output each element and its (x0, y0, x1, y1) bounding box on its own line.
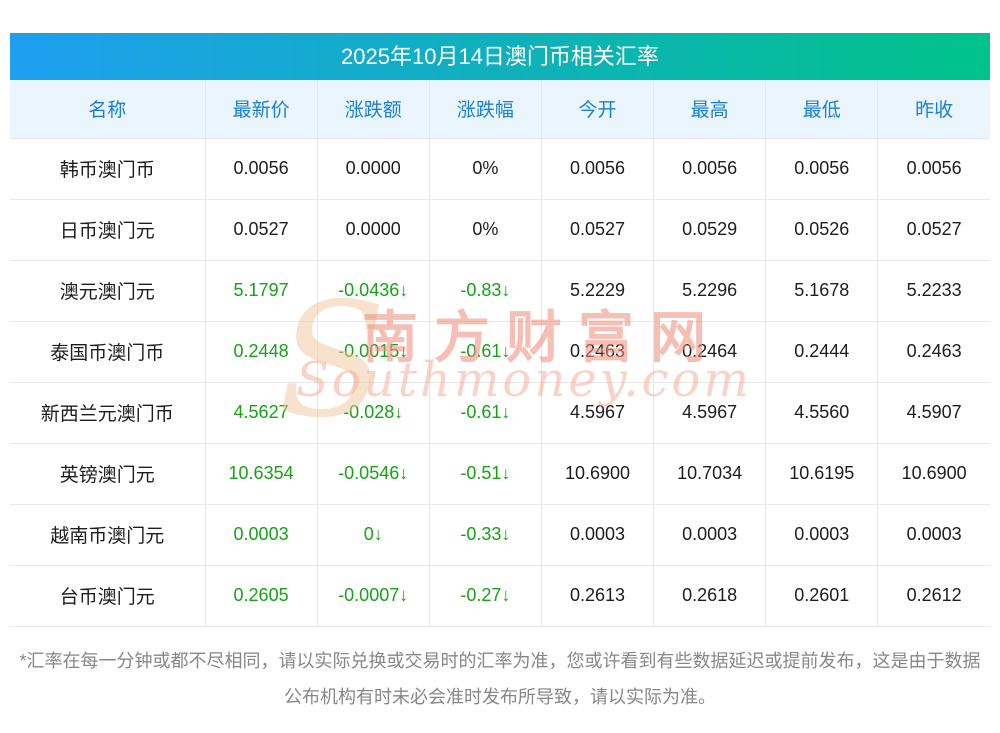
table-header-row: 名称 最新价 涨跌额 涨跌幅 今开 最高 最低 昨收 (10, 80, 990, 139)
pair-name: 台币澳门元 (10, 565, 206, 627)
cell-latest: 10.6354 (205, 443, 318, 505)
cell-high: 5.2296 (653, 260, 767, 322)
cell-prev_close: 5.2233 (877, 260, 990, 322)
cell-low: 0.0056 (765, 138, 879, 200)
pair-name: 日币澳门元 (10, 199, 206, 261)
table-row: 泰国币澳门币 0.2448 -0.0015↓ -0.61↓ 0.2463 0.2464 0.… (10, 321, 990, 383)
cell-low: 0.0003 (765, 504, 879, 566)
pair-name: 泰国币澳门币 (10, 321, 206, 383)
cell-prev_close: 4.5907 (877, 382, 990, 444)
cell-prev_close: 0.0003 (877, 504, 990, 566)
table-row: 台币澳门元 0.2605 -0.0007↓ -0.27↓ 0.2613 0.2618 0.2… (10, 565, 990, 627)
table-row: 澳元澳门元 5.1797 -0.0436↓ -0.83↓ 5.2229 5.2296 5.1… (10, 260, 990, 322)
cell-change_pct: 0% (429, 199, 542, 261)
column-header-prev_close: 昨收 (877, 80, 990, 139)
cell-prev_close: 0.2463 (877, 321, 990, 383)
cell-high: 0.0529 (653, 199, 767, 261)
cell-low: 4.5560 (765, 382, 879, 444)
column-header-open: 今开 (541, 80, 655, 139)
table-row: 越南币澳门元 0.0003 0↓ -0.33↓ 0.0003 0.0003 0.0003 0.… (10, 504, 990, 566)
cell-low: 10.6195 (765, 443, 879, 505)
cell-latest: 5.1797 (205, 260, 318, 322)
cell-open: 4.5967 (541, 382, 655, 444)
cell-low: 5.1678 (765, 260, 879, 322)
cell-open: 5.2229 (541, 260, 655, 322)
cell-change_pct: -0.61↓ (429, 321, 542, 383)
cell-change: -0.0436↓ (317, 260, 430, 322)
cell-change: -0.0546↓ (317, 443, 430, 505)
cell-change: -0.0007↓ (317, 565, 430, 627)
column-header-change: 涨跌额 (317, 80, 430, 139)
cell-latest: 0.2448 (205, 321, 318, 383)
cell-change_pct: -0.61↓ (429, 382, 542, 444)
cell-low: 0.2444 (765, 321, 879, 383)
cell-prev_close: 0.2612 (877, 565, 990, 627)
pair-name: 新西兰元澳门币 (10, 382, 206, 444)
cell-open: 0.0003 (541, 504, 655, 566)
page-title: 2025年10月14日澳门币相关汇率 (10, 33, 990, 80)
cell-prev_close: 0.0527 (877, 199, 990, 261)
cell-latest: 0.0003 (205, 504, 318, 566)
cell-latest: 0.0056 (205, 138, 318, 200)
column-header-name: 名称 (10, 80, 206, 139)
pair-name: 越南币澳门元 (10, 504, 206, 566)
cell-change: -0.028↓ (317, 382, 430, 444)
pair-name: 韩币澳门币 (10, 138, 206, 200)
cell-low: 0.0526 (765, 199, 879, 261)
footnote: *汇率在每一分钟或都不尽相同，请以实际兑换或交易时的汇率为准，您或许看到有些数据… (19, 650, 981, 707)
pair-name: 英镑澳门元 (10, 443, 206, 505)
cell-high: 4.5967 (653, 382, 767, 444)
cell-change_pct: -0.27↓ (429, 565, 542, 627)
cell-high: 10.7034 (653, 443, 767, 505)
cell-latest: 0.0527 (205, 199, 318, 261)
cell-open: 0.0056 (541, 138, 655, 200)
exchange-rates-table: 名称 最新价 涨跌额 涨跌幅 今开 最高 最低 昨收 韩币澳门币 0.0056 0.0000 0% 0… (10, 80, 990, 627)
pair-name: 澳元澳门元 (10, 260, 206, 322)
cell-change: 0↓ (317, 504, 430, 566)
cell-change_pct: -0.33↓ (429, 504, 542, 566)
cell-change: 0.0000 (317, 138, 430, 200)
table-row: 韩币澳门币 0.0056 0.0000 0% 0.0056 0.0056 0.0056 0.0… (10, 138, 990, 200)
cell-prev_close: 0.0056 (877, 138, 990, 200)
cell-low: 0.2601 (765, 565, 879, 627)
column-header-low: 最低 (765, 80, 879, 139)
cell-change_pct: 0% (429, 138, 542, 200)
cell-open: 0.2613 (541, 565, 655, 627)
cell-open: 0.2463 (541, 321, 655, 383)
column-header-change_pct: 涨跌幅 (429, 80, 542, 139)
cell-high: 0.0003 (653, 504, 767, 566)
cell-latest: 0.2605 (205, 565, 318, 627)
cell-high: 0.0056 (653, 138, 767, 200)
cell-latest: 4.5627 (205, 382, 318, 444)
cell-change_pct: -0.83↓ (429, 260, 542, 322)
cell-prev_close: 10.6900 (877, 443, 990, 505)
cell-high: 0.2618 (653, 565, 767, 627)
page: 2025年10月14日澳门币相关汇率 名称 最新价 涨跌额 涨跌幅 今开 最高 最低 昨收 韩… (10, 0, 990, 715)
column-header-latest: 最新价 (205, 80, 318, 139)
cell-change_pct: -0.51↓ (429, 443, 542, 505)
table-row: 英镑澳门元 10.6354 -0.0546↓ -0.51↓ 10.6900 10.7034… (10, 443, 990, 505)
table-body: 韩币澳门币 0.0056 0.0000 0% 0.0056 0.0056 0.0056 0.0… (10, 138, 990, 627)
column-header-high: 最高 (653, 80, 767, 139)
table-row: 新西兰元澳门币 4.5627 -0.028↓ -0.61↓ 4.5967 4.5967 4.… (10, 382, 990, 444)
cell-high: 0.2464 (653, 321, 767, 383)
cell-change: 0.0000 (317, 199, 430, 261)
cell-open: 0.0527 (541, 199, 655, 261)
cell-change: -0.0015↓ (317, 321, 430, 383)
table-row: 日币澳门元 0.0527 0.0000 0% 0.0527 0.0529 0.0526 0.0… (10, 199, 990, 261)
cell-open: 10.6900 (541, 443, 655, 505)
